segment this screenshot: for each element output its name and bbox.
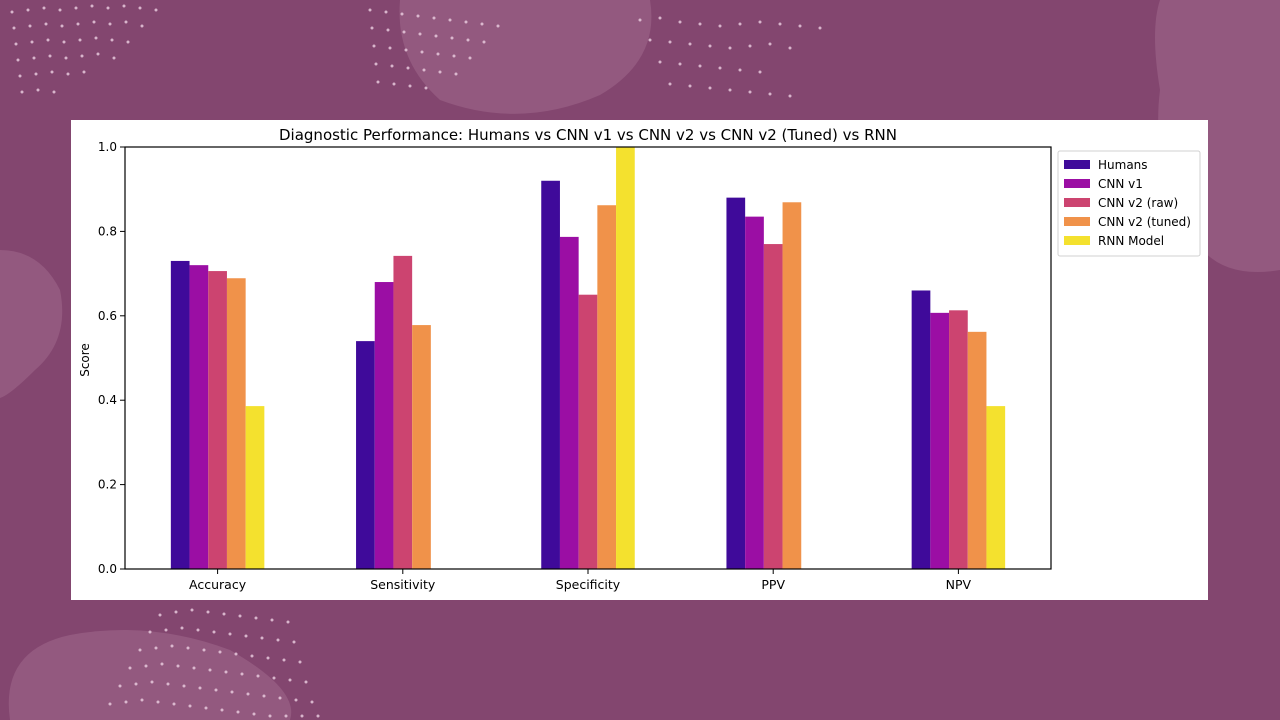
legend-entry-label: Humans bbox=[1098, 158, 1148, 172]
x-tick-label: NPV bbox=[946, 577, 972, 592]
x-tick-label: Accuracy bbox=[189, 577, 247, 592]
y-tick-label: 0.2 bbox=[98, 478, 117, 492]
bar-cnn-v1-ppv bbox=[745, 216, 764, 569]
bar-rnn-model-specificity bbox=[616, 147, 635, 569]
y-tick-label: 0.6 bbox=[98, 309, 117, 323]
legend-frame bbox=[1057, 150, 1201, 257]
bar-cnn-v2-tuned-npv bbox=[967, 331, 987, 569]
legend-swatch bbox=[1064, 160, 1090, 169]
bar-cnn-v2-raw-sensitivity bbox=[393, 255, 413, 569]
bar-cnn-v2-raw-npv bbox=[949, 310, 968, 569]
bar-cnn-v2-raw-ppv bbox=[763, 244, 783, 569]
y-tick-label: 0.4 bbox=[98, 393, 117, 407]
x-tick-label: PPV bbox=[761, 577, 785, 592]
legend-swatch bbox=[1064, 179, 1090, 188]
bar-humans-specificity bbox=[541, 180, 560, 569]
bar-cnn-v1-accuracy bbox=[189, 265, 209, 569]
bar-cnn-v2-raw-accuracy bbox=[208, 271, 227, 569]
y-tick-label: 1.0 bbox=[98, 140, 117, 154]
bar-humans-ppv bbox=[726, 197, 746, 569]
bar-humans-npv bbox=[911, 290, 931, 569]
bar-cnn-v2-tuned-ppv bbox=[782, 202, 802, 570]
bar-cnn-v2-raw-specificity bbox=[578, 294, 598, 569]
bar-cnn-v2-tuned-specificity bbox=[597, 205, 617, 569]
x-axis-ticks: Accuracy Sensitivity Specificity PPV NPV bbox=[189, 569, 972, 592]
legend-entry-label: CNN v2 (tuned) bbox=[1098, 215, 1191, 229]
legend-entry-label: RNN Model bbox=[1098, 234, 1164, 248]
legend-entry-label: CNN v1 bbox=[1098, 177, 1143, 191]
bar-cnn-v1-sensitivity bbox=[374, 282, 394, 569]
y-axis-label: Score bbox=[78, 343, 92, 377]
bar-humans-accuracy bbox=[170, 260, 190, 569]
plot-area-frame bbox=[124, 146, 1052, 570]
legend: Humans CNN v1 CNN v2 (raw) CNN v2 (tuned) RN… bbox=[1057, 150, 1201, 257]
x-tick-label: Specificity bbox=[556, 577, 621, 592]
bar-chart: Diagnostic Performance: Humans vs CNN v1… bbox=[78, 126, 1201, 592]
bar-rnn-model-npv bbox=[986, 406, 1006, 569]
bar-rnn-model-accuracy bbox=[245, 406, 265, 569]
bar-cnn-v1-specificity bbox=[559, 236, 579, 570]
chart-title: Diagnostic Performance: Humans vs CNN v1… bbox=[279, 126, 897, 144]
y-tick-label: 0.0 bbox=[98, 562, 117, 576]
bar-cnn-v2-tuned-sensitivity bbox=[412, 325, 431, 569]
bar-cnn-v1-npv bbox=[930, 312, 950, 569]
bar-cnn-v2-tuned-accuracy bbox=[226, 278, 246, 569]
bar-humans-sensitivity bbox=[356, 341, 375, 569]
legend-entry-label: CNN v2 (raw) bbox=[1098, 196, 1178, 210]
legend-swatch bbox=[1064, 236, 1090, 245]
y-axis-ticks: 0.0 0.2 0.4 0.6 0.8 1.0 bbox=[98, 140, 125, 576]
y-tick-label: 0.8 bbox=[98, 224, 117, 238]
legend-swatch bbox=[1064, 198, 1090, 207]
legend-swatch bbox=[1064, 217, 1090, 226]
chart-card: Diagnostic Performance: Humans vs CNN v1… bbox=[71, 120, 1208, 600]
x-tick-label: Sensitivity bbox=[370, 577, 436, 592]
bars-group bbox=[170, 147, 1006, 570]
